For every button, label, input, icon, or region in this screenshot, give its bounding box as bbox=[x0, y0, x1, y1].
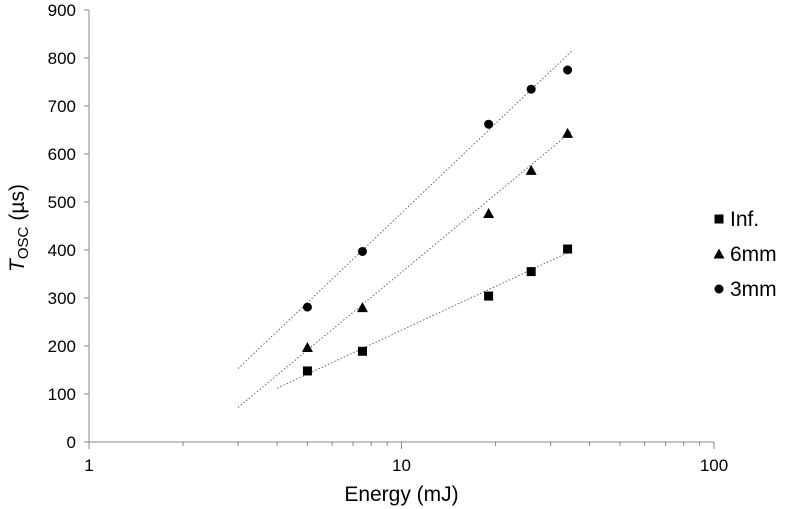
legend-item: Inf. bbox=[714, 208, 759, 231]
x-tick-label: 1 bbox=[84, 456, 93, 475]
trendline-6mm bbox=[237, 131, 572, 408]
y-axis-title-sub: OSC bbox=[15, 226, 32, 259]
x-ticks: 1 10 100 bbox=[84, 442, 728, 475]
x-tick-label: 100 bbox=[700, 456, 728, 475]
y-tick-label: 300 bbox=[48, 289, 76, 308]
legend: Inf. 6mm 3mm bbox=[713, 208, 777, 301]
data-point-circle bbox=[526, 84, 536, 94]
y-tick-label: 900 bbox=[48, 1, 76, 20]
legend-marker-square bbox=[714, 214, 724, 224]
data-point-square bbox=[357, 346, 367, 356]
data-point-triangle bbox=[525, 164, 537, 175]
data-point-square bbox=[302, 366, 312, 376]
data-point-circle bbox=[302, 302, 312, 312]
legend-marker-circle bbox=[714, 284, 724, 294]
x-axis-title: Energy (mJ) bbox=[344, 483, 458, 506]
legend-marker-triangle bbox=[713, 248, 725, 259]
y-tick-label: 0 bbox=[67, 433, 76, 452]
legend-item: 6mm bbox=[713, 243, 777, 266]
data-point-square bbox=[563, 244, 573, 254]
data-point-triangle bbox=[483, 208, 495, 219]
legend-item: 3mm bbox=[714, 278, 777, 301]
y-tick-label: 400 bbox=[48, 241, 76, 260]
data-point-square bbox=[484, 291, 494, 301]
trendlines bbox=[237, 50, 572, 408]
y-axis-title: TOSC (µs) bbox=[6, 184, 32, 272]
y-axis-title-main: T bbox=[6, 257, 29, 272]
data-point-triangle bbox=[562, 127, 574, 138]
y-tick-label: 200 bbox=[48, 337, 76, 356]
x-tick-label: 10 bbox=[392, 456, 411, 475]
y-tick-label: 500 bbox=[48, 193, 76, 212]
data-point-circle bbox=[563, 65, 573, 75]
axes bbox=[88, 10, 714, 443]
data-point-circle bbox=[357, 246, 367, 256]
data-point-triangle bbox=[301, 341, 313, 352]
y-tick-label: 600 bbox=[48, 145, 76, 164]
y-tick-label: 800 bbox=[48, 49, 76, 68]
data-points bbox=[301, 65, 574, 376]
data-point-triangle bbox=[356, 302, 368, 313]
legend-label: 3mm bbox=[730, 278, 777, 301]
y-tick-label: 100 bbox=[48, 385, 76, 404]
y-axis-title-unit: (µs) bbox=[6, 184, 29, 221]
data-point-circle bbox=[484, 119, 494, 129]
y-tick-label: 700 bbox=[48, 97, 76, 116]
legend-label: 6mm bbox=[730, 243, 777, 266]
y-ticks: 0 100 200 300 400 500 600 700 800 900 bbox=[48, 1, 89, 452]
data-point-square bbox=[526, 267, 536, 277]
legend-label: Inf. bbox=[730, 208, 759, 231]
trendline-inf bbox=[276, 250, 572, 389]
trendline-3mm bbox=[237, 50, 572, 369]
